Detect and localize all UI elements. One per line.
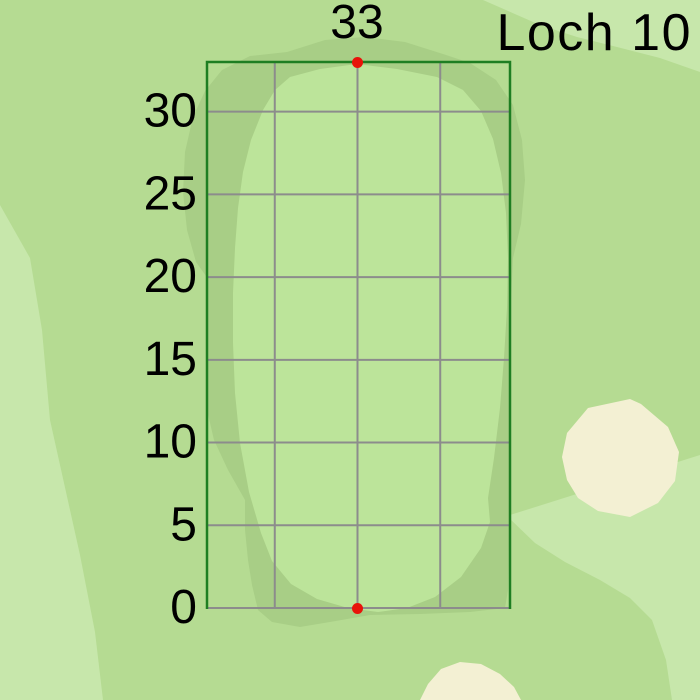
green-front-marker bbox=[352, 603, 363, 614]
y-tick-label: 0 bbox=[170, 581, 197, 634]
green-back-marker bbox=[352, 56, 363, 68]
terrain-contour-bottom-right bbox=[507, 455, 700, 700]
y-tick-label: 15 bbox=[144, 333, 197, 386]
green-markers bbox=[352, 56, 363, 614]
bunker-bottom-edge bbox=[420, 662, 521, 700]
y-axis-tick-labels: 0 5 10 15 20 25 30 bbox=[144, 85, 197, 634]
y-tick-label: 25 bbox=[144, 167, 197, 220]
terrain-contour-left bbox=[0, 205, 103, 700]
y-tick-label: 5 bbox=[170, 498, 197, 551]
y-tick-label: 30 bbox=[144, 85, 197, 138]
y-tick-label: 10 bbox=[144, 416, 197, 469]
greenside-bunker-right bbox=[562, 399, 679, 517]
terrain-contour-top-right bbox=[483, 0, 700, 72]
y-tick-label: 20 bbox=[144, 250, 197, 303]
green-depth-label: 33 bbox=[330, 0, 383, 49]
map-title: Loch 10 bbox=[496, 4, 692, 62]
